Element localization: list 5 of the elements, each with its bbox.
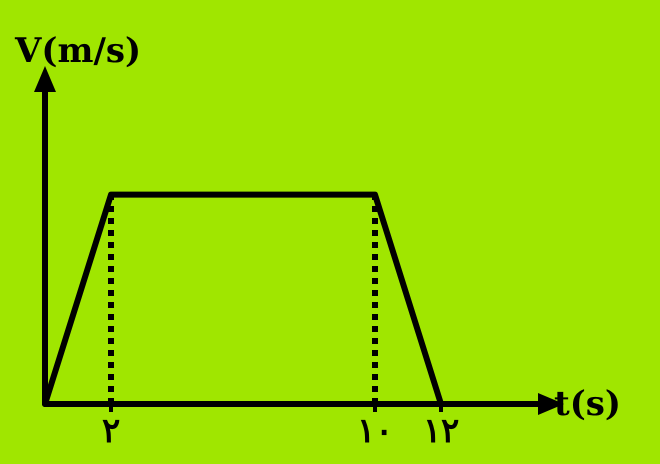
x-axis-title: t(s) xyxy=(554,384,622,424)
y-axis-title: V(m/s) xyxy=(14,31,142,71)
x-tick-label: ٢ xyxy=(102,411,120,451)
x-tick-label: ١٢ xyxy=(423,411,459,451)
x-tick-label: ١٠ xyxy=(357,411,393,451)
